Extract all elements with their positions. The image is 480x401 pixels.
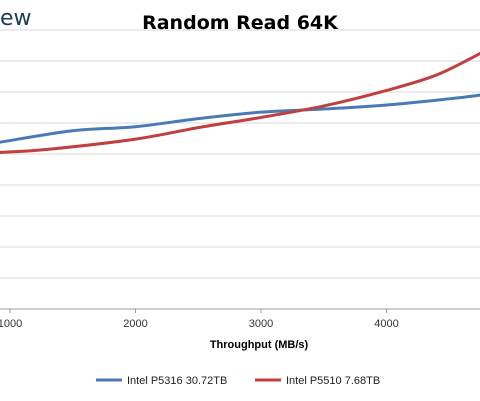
x-axis-title: Throughput (MB/s) (210, 339, 309, 351)
x-tick-label: 1000 (0, 318, 22, 330)
x-tick-label: 3000 (249, 318, 273, 330)
gridlines (0, 29, 480, 310)
legend: Intel P5316 30.72TB Intel P5510 7.68TB (96, 375, 380, 387)
series-line-0 (0, 93, 480, 144)
chart-title: Random Read 64K (142, 12, 338, 34)
series-line-1 (0, 51, 480, 154)
legend-label: Intel P5316 30.72TB (127, 375, 227, 387)
legend-item: Intel P5316 30.72TB (96, 375, 227, 387)
x-tick-labels: 1000 2000 3000 4000 (0, 309, 399, 330)
x-tick-label: 2000 (123, 318, 147, 330)
legend-item: Intel P5510 7.68TB (255, 375, 380, 387)
logo-text: ew (0, 6, 32, 31)
legend-label: Intel P5510 7.68TB (286, 375, 380, 387)
x-tick-label: 4000 (374, 318, 398, 330)
series-lines (0, 51, 480, 154)
